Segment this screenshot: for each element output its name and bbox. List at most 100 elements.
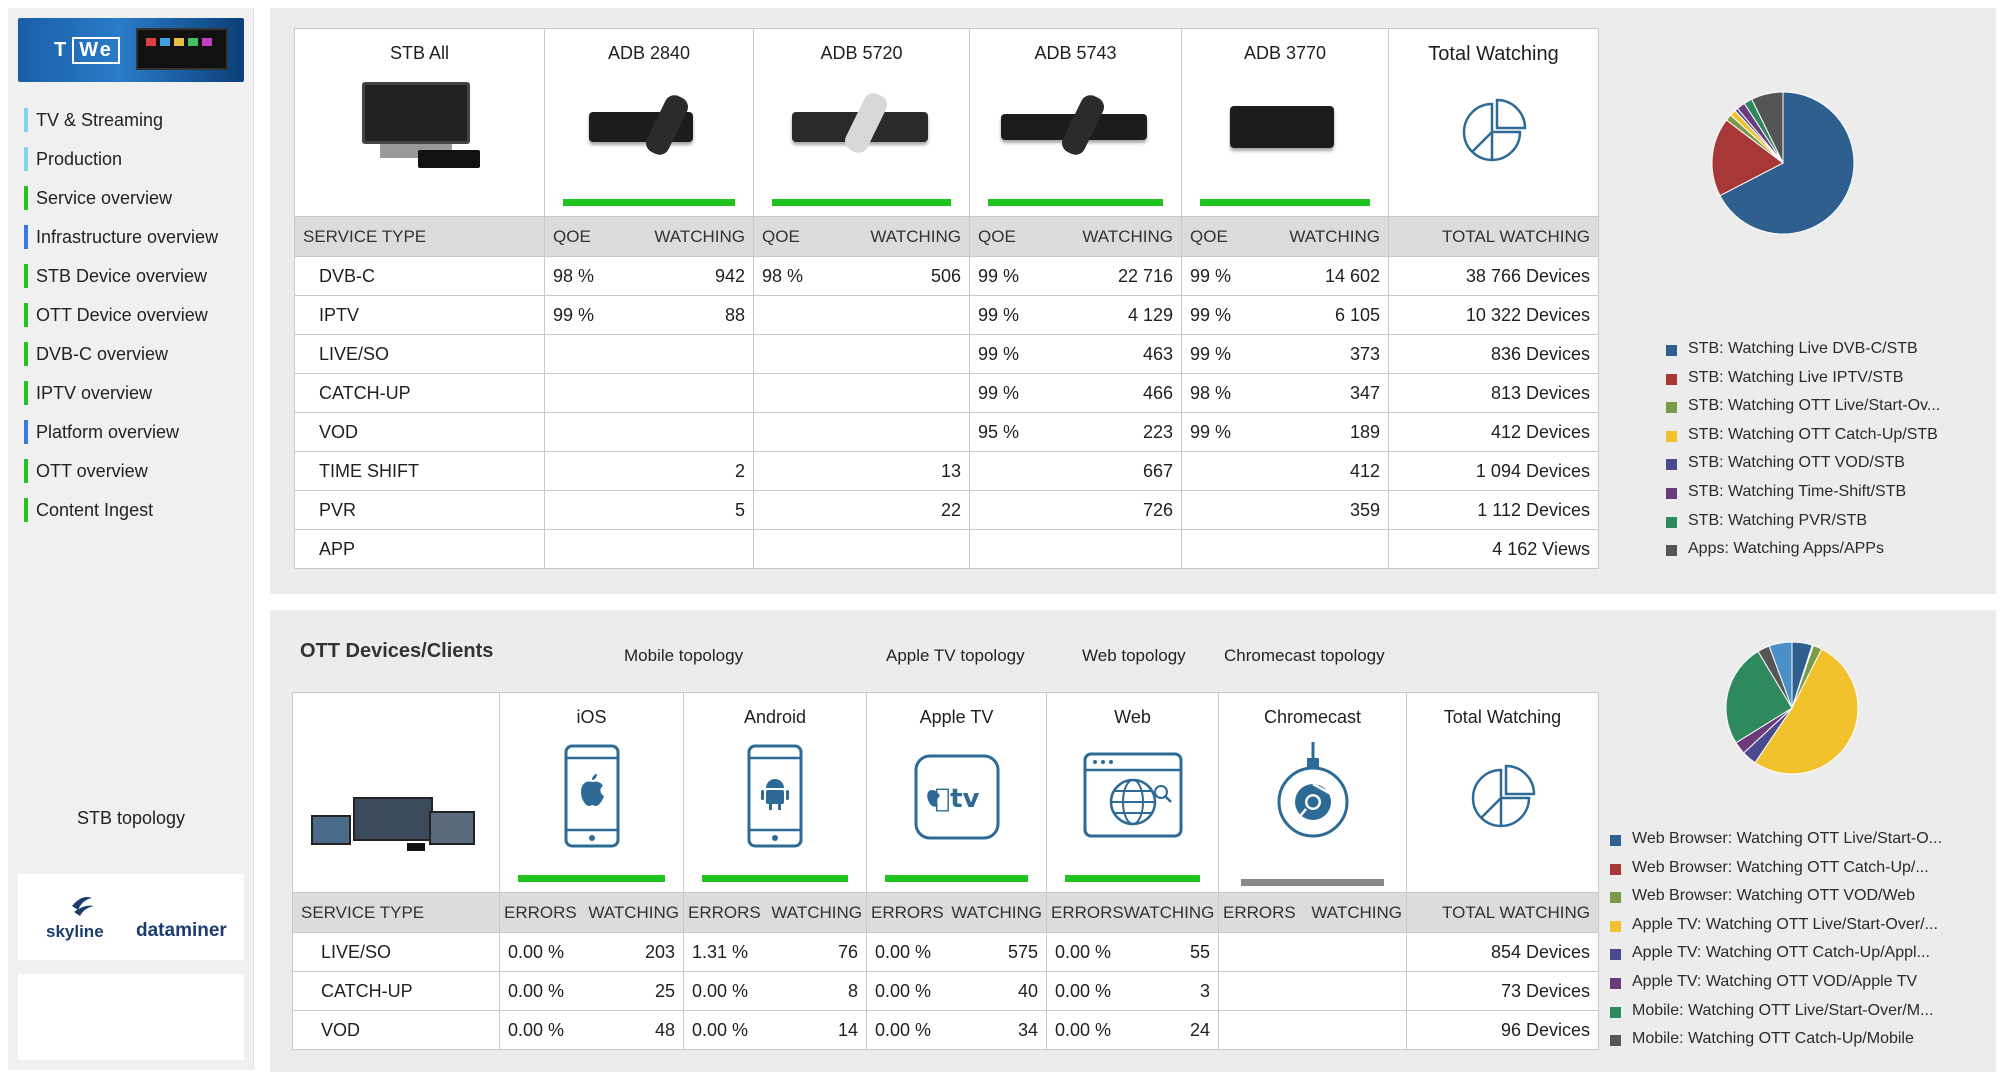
watching-label: WATCHING xyxy=(1123,902,1215,922)
metric-count: 412 xyxy=(1349,460,1380,481)
metric-count: 34 xyxy=(1017,1019,1038,1040)
nav-item[interactable]: TV & Streaming xyxy=(16,108,246,147)
ott-total-watching-header[interactable]: Total Watching xyxy=(1406,692,1599,893)
twe-logo[interactable]: T We xyxy=(18,18,244,82)
metric-percent: 0.00 % xyxy=(508,1019,565,1040)
service-type-cell: LIVE/SO xyxy=(292,932,500,972)
total-watching-cell: 10 322 Devices xyxy=(1388,295,1599,335)
legend-item[interactable]: Apple TV: Watching OTT VOD/Apple TV xyxy=(1610,973,1942,1002)
stb-table: STB All ADB 2840 ADB 5720 xyxy=(294,28,1599,569)
table-row: DVB-C 98 % 942 98 % 506 99 % 22 716 99 % 14 602 3… xyxy=(294,256,1599,296)
pie-slice[interactable] xyxy=(1751,91,1784,164)
legend-item[interactable]: STB: Watching Time-Shift/STB xyxy=(1666,483,1940,512)
mobile-topology-link[interactable]: Mobile topology xyxy=(624,646,744,665)
android-header[interactable]: Android xyxy=(683,692,867,893)
metric-count: 463 xyxy=(1142,343,1173,364)
adb-3770-header[interactable]: ADB 3770 xyxy=(1181,28,1389,217)
nav-label: STB Device overview xyxy=(36,266,208,286)
nav-item[interactable]: Content Ingest xyxy=(16,498,246,537)
metric-count: 5 xyxy=(734,499,745,520)
total-watching-header[interactable]: Total Watching xyxy=(1388,28,1599,217)
legend-swatch xyxy=(1666,345,1677,356)
web-header[interactable]: Web xyxy=(1046,692,1219,893)
legend-swatch xyxy=(1666,373,1677,385)
legend-item[interactable]: Web Browser: Watching OTT Live/Start-O..… xyxy=(1610,830,1942,859)
column-title: Android xyxy=(743,707,807,727)
legend-item[interactable]: STB: Watching PVR/STB xyxy=(1666,512,1940,541)
ios-header[interactable]: iOS xyxy=(499,692,684,893)
metric-cell-android: 0.00 % 14 xyxy=(683,1010,867,1050)
nav-item[interactable]: Platform overview xyxy=(16,420,246,459)
legend-item[interactable]: Apps: Watching Apps/APPs xyxy=(1666,540,1940,569)
nav-label: Production xyxy=(36,149,123,169)
legend-label: Mobile: Watching OTT Catch-Up/Mobile xyxy=(1632,1030,1914,1048)
legend-label: STB: Watching OTT Live/Start-Ov... xyxy=(1688,397,1941,415)
adb-5720-header[interactable]: ADB 5720 xyxy=(753,28,970,217)
legend-item[interactable]: Web Browser: Watching OTT Catch-Up/... xyxy=(1610,859,1942,888)
nav-item[interactable]: Production xyxy=(16,147,246,186)
metric-cell-adb3770: 412 xyxy=(1181,451,1389,491)
legend-item[interactable]: STB: Watching OTT VOD/STB xyxy=(1666,454,1940,483)
service-type-header: SERVICE TYPE xyxy=(294,216,545,257)
apple-tv-topology-link[interactable]: Apple TV topology xyxy=(886,646,1025,665)
nav-item[interactable]: Service overview xyxy=(16,186,246,225)
qoe-label: QOE xyxy=(978,226,1016,246)
nav-item[interactable]: IPTV overview xyxy=(16,381,246,420)
nav-status-bar xyxy=(24,420,28,444)
subheader-web: ERRORS WATCHING xyxy=(1046,892,1219,933)
legend-item[interactable]: STB: Watching OTT Live/Start-Ov... xyxy=(1666,397,1940,426)
legend-item[interactable]: Mobile: Watching OTT Live/Start-Over/M..… xyxy=(1610,1002,1942,1031)
metric-cell-appletv: 0.00 % 40 xyxy=(866,971,1047,1011)
metric-count: 726 xyxy=(1142,499,1173,520)
skyline-dataminer-logo: skyline dataminer xyxy=(18,874,244,960)
metric-cell-adb5743: 99 % 22 716 xyxy=(969,256,1182,296)
metric-cell-adb2840 xyxy=(544,412,754,452)
metric-cell-adb2840: 2 xyxy=(544,451,754,491)
pie-slice[interactable] xyxy=(1754,648,1859,775)
legend-item[interactable]: STB: Watching OTT Catch-Up/STB xyxy=(1666,426,1940,455)
legend-swatch xyxy=(1666,545,1677,557)
metric-percent: 99 % xyxy=(1190,421,1232,442)
nav-status-bar xyxy=(24,459,28,483)
nav-item[interactable]: DVB-C overview xyxy=(16,342,246,381)
adb-2840-header[interactable]: ADB 2840 xyxy=(544,28,754,217)
stb-all-header[interactable]: STB All xyxy=(294,28,545,217)
metric-percent: 0.00 % xyxy=(875,980,932,1001)
metric-percent: 0.00 % xyxy=(508,980,565,1001)
nav-item[interactable]: OTT overview xyxy=(16,459,246,498)
legend-item[interactable]: Web Browser: Watching OTT VOD/Web xyxy=(1610,887,1942,916)
service-type-cell: DVB-C xyxy=(294,256,545,296)
pie-slice[interactable] xyxy=(1711,119,1784,197)
legend-item[interactable]: STB: Watching Live DVB-C/STB xyxy=(1666,340,1940,369)
adb-5743-header[interactable]: ADB 5743 xyxy=(969,28,1182,217)
chromecast-header[interactable]: Chromecast xyxy=(1218,692,1407,893)
legend-item[interactable]: Apple TV: Watching OTT Catch-Up/Appl... xyxy=(1610,944,1942,973)
nav-label: Infrastructure overview xyxy=(36,227,219,247)
nav-item[interactable]: OTT Device overview xyxy=(16,303,246,342)
stb-topology-link[interactable]: STB topology xyxy=(76,808,186,828)
metric-cell-adb5743: 726 xyxy=(969,490,1182,530)
nav-label: Service overview xyxy=(36,188,173,208)
legend-label: Web Browser: Watching OTT Catch-Up/... xyxy=(1632,858,1929,876)
legend-item[interactable]: Mobile: Watching OTT Catch-Up/Mobile xyxy=(1610,1030,1942,1059)
chromecast-topology-link[interactable]: Chromecast topology xyxy=(1224,646,1385,665)
metric-cell-adb3770: 99 % 14 602 xyxy=(1181,256,1389,296)
nav-item[interactable]: Infrastructure overview xyxy=(16,225,246,264)
legend-item[interactable]: Apple TV: Watching OTT Live/Start-Over/.… xyxy=(1610,916,1942,945)
total-watching-cell: 73 Devices xyxy=(1406,971,1599,1011)
apple-tv-header[interactable]: Apple TV tv xyxy=(866,692,1047,893)
legend-item[interactable]: STB: Watching Live IPTV/STB xyxy=(1666,369,1940,398)
metric-percent: 99 % xyxy=(553,304,595,325)
metric-count: 14 602 xyxy=(1324,265,1380,286)
web-topology-link[interactable]: Web topology xyxy=(1082,646,1186,665)
pie-slice[interactable] xyxy=(1725,650,1793,744)
metric-cell-adb2840: 98 % 942 xyxy=(544,256,754,296)
table-row: VOD 0.00 % 48 0.00 % 14 0.00 % 34 0.00 % 24 96 De… xyxy=(292,1010,1599,1050)
nav-item[interactable]: STB Device overview xyxy=(16,264,246,303)
metric-count: 48 xyxy=(654,1019,675,1040)
metric-count: 4 129 xyxy=(1127,304,1173,325)
pie-slice[interactable] xyxy=(1719,91,1855,235)
metric-count: 13 xyxy=(940,460,961,481)
pie-slice[interactable] xyxy=(1768,641,1793,709)
subheader-apple-tv: ERRORS WATCHING xyxy=(866,892,1047,933)
